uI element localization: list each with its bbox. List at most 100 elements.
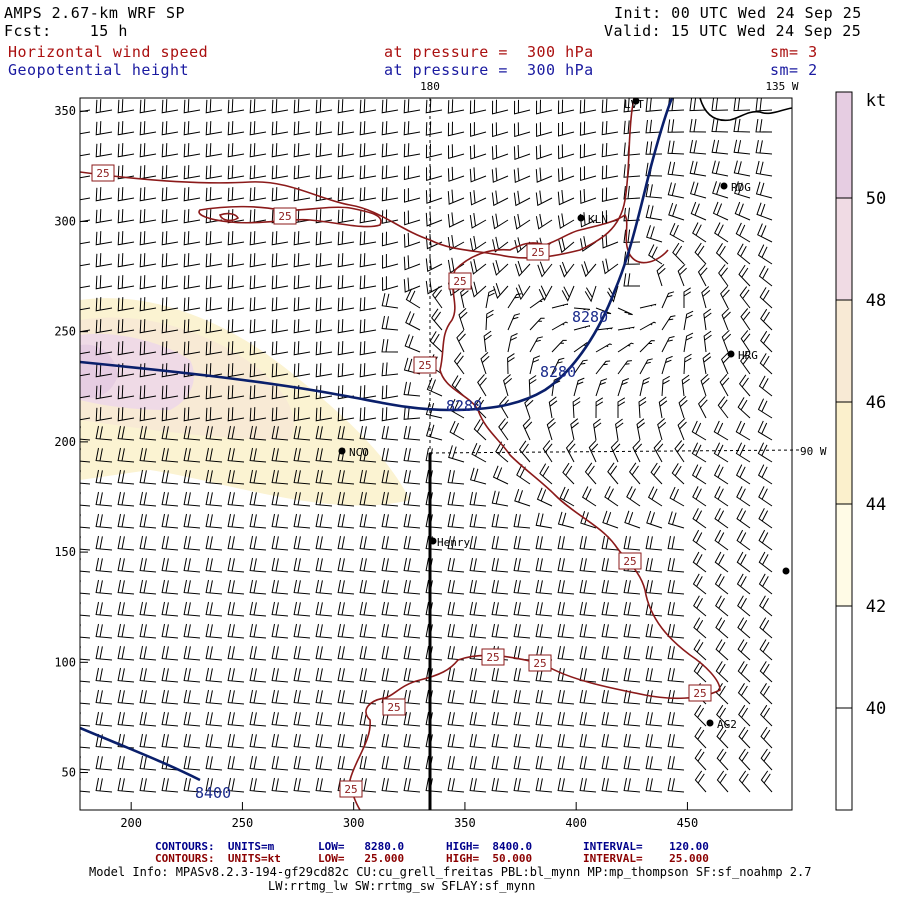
wind-barb — [491, 733, 509, 749]
wind-barb — [293, 535, 311, 551]
wind-barb — [117, 121, 135, 136]
wind-barb — [80, 285, 91, 289]
wind-barb — [117, 711, 135, 727]
wind-barb — [513, 733, 531, 749]
wind-barb — [183, 319, 201, 334]
wind-barb — [718, 264, 729, 287]
wind-barb — [249, 623, 267, 639]
wind-barb — [601, 579, 619, 595]
wind-barb — [80, 492, 91, 507]
wind-barb — [425, 601, 443, 617]
wind-barb — [758, 508, 773, 529]
wind-barb — [95, 143, 113, 158]
wind-barb — [535, 190, 553, 207]
wind-barb — [249, 711, 267, 727]
wind-barb — [667, 579, 685, 595]
wind-barb — [205, 689, 223, 705]
wind-barb — [139, 513, 157, 529]
wind-barb — [692, 508, 707, 529]
wind-barb — [80, 646, 91, 661]
wind-barb — [507, 333, 518, 353]
colorbar-outline — [835, 91, 853, 811]
wind-barb — [405, 311, 421, 331]
wind-barb — [711, 98, 729, 112]
wind-barb — [227, 535, 245, 551]
wind-barb — [736, 529, 751, 551]
wind-barb — [95, 407, 113, 422]
wind-barb — [529, 355, 541, 375]
wind-barb — [117, 253, 135, 268]
wind-barb — [425, 469, 443, 485]
wind-barb — [117, 645, 135, 661]
wind-barb — [711, 139, 729, 155]
y-tick-label: 350 — [54, 104, 76, 118]
wind-barb — [432, 286, 443, 309]
wind-barb — [491, 711, 509, 727]
wind-barb — [601, 557, 619, 573]
wind-barb — [403, 535, 421, 551]
wind-barb — [227, 513, 245, 529]
wind-barb — [683, 353, 692, 375]
wind-barb — [492, 122, 509, 138]
wind-barb — [645, 183, 663, 199]
wind-barb — [249, 469, 267, 485]
wind-barb — [249, 385, 267, 400]
wind-barb — [205, 143, 223, 158]
wind-barb — [359, 297, 377, 312]
wind-barb — [601, 667, 619, 683]
wind-barb — [293, 231, 311, 246]
wind-barb — [205, 623, 223, 639]
wind-barb — [557, 579, 575, 595]
wind-barb — [161, 407, 179, 422]
wind-barb — [95, 297, 113, 312]
wind-barb — [715, 683, 729, 705]
wind-barb — [139, 187, 157, 202]
wind-barb — [584, 462, 597, 485]
wind-barb — [469, 99, 487, 115]
wind-barb — [617, 397, 626, 418]
wind-barb — [205, 121, 223, 136]
wind-barb — [95, 209, 113, 224]
svg-text:25: 25 — [387, 701, 400, 714]
wind-barb — [293, 579, 311, 595]
wind-barb — [293, 491, 311, 507]
wind-barb — [249, 601, 267, 617]
wind-barb — [337, 187, 355, 202]
wind-barb — [719, 373, 730, 397]
wind-barb — [227, 645, 245, 661]
wind-barb — [425, 447, 443, 463]
wind-barb — [491, 190, 509, 207]
wind-barb — [491, 99, 509, 115]
wind-barb — [359, 275, 377, 290]
wind-barb — [714, 529, 729, 551]
wind-barb — [535, 535, 553, 551]
wind-barb — [580, 511, 597, 529]
wind-barb — [535, 557, 553, 573]
wind-barb — [161, 319, 179, 334]
wind-barb — [425, 121, 443, 136]
wind-barb — [227, 143, 245, 158]
wind-barb — [161, 341, 179, 356]
wind-barb — [337, 579, 355, 595]
wind-barb — [205, 319, 223, 334]
smoothing-wind: sm= 3 — [770, 43, 818, 61]
wind-barb — [359, 253, 377, 268]
wind-barb — [403, 99, 421, 114]
wind-barb — [491, 623, 509, 639]
wind-barb — [139, 447, 157, 463]
wind-barb — [359, 645, 377, 661]
wind-barb — [139, 407, 157, 422]
wind-barb — [205, 187, 223, 202]
svg-text:HRG: HRG — [738, 349, 758, 362]
wind-barb — [293, 297, 311, 312]
wind-barb — [139, 297, 157, 312]
wind-barb — [293, 447, 311, 463]
wind-barb — [661, 315, 676, 331]
wind-barb — [548, 396, 558, 419]
wind-barb — [491, 144, 509, 160]
wind-barb — [623, 273, 640, 287]
wind-barb — [315, 601, 333, 617]
wind-barb — [315, 469, 333, 485]
wind-barb — [403, 232, 421, 248]
wind-barb — [359, 341, 377, 356]
